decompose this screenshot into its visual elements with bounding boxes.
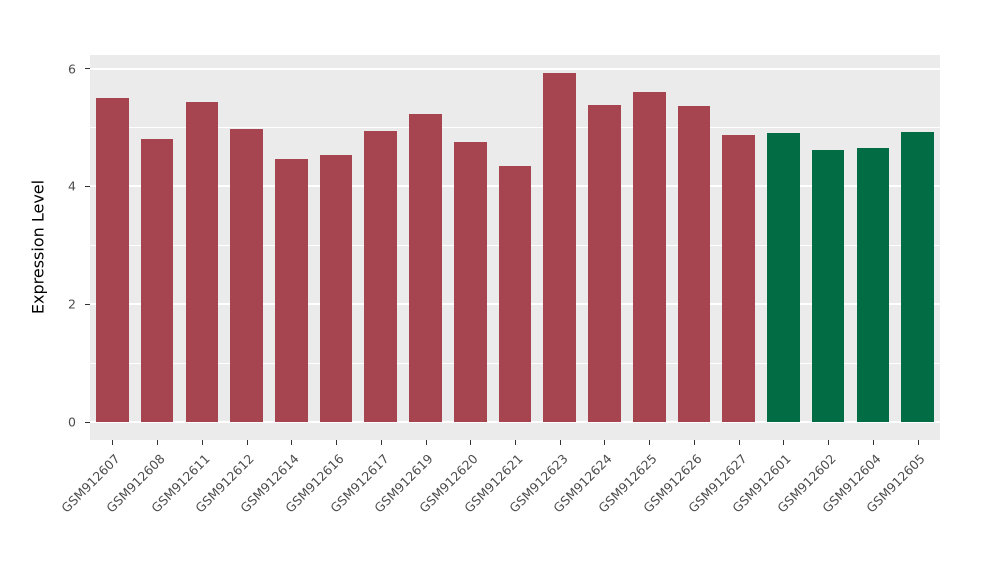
x-slot: GSM912607 — [59, 440, 135, 570]
bar-GSM912624 — [588, 105, 621, 423]
x-tick-mark — [112, 440, 114, 445]
x-tick-mark — [246, 440, 248, 445]
x-tick-mark — [514, 440, 516, 445]
x-slot: GSM912608 — [103, 440, 180, 570]
x-tick-mark — [157, 440, 159, 445]
x-slot: GSM912623 — [506, 440, 582, 570]
bar-slot — [850, 55, 895, 423]
x-slot: GSM912611 — [148, 440, 224, 570]
bar-GSM912612 — [230, 128, 263, 423]
x-slot: GSM912620 — [416, 440, 493, 570]
bar-slot — [806, 55, 851, 423]
bars-container — [90, 55, 940, 423]
bar-slot — [448, 55, 493, 423]
x-slot: GSM912625 — [595, 440, 672, 570]
bar-slot — [582, 55, 627, 423]
bar-GSM912614 — [274, 158, 308, 423]
bar-GSM912602 — [811, 149, 845, 423]
x-slot: GSM912612 — [193, 440, 269, 570]
y-tick-label: 4 — [68, 178, 76, 194]
x-slot: GSM912614 — [237, 440, 314, 570]
bar-GSM912607 — [96, 98, 129, 423]
x-slot: GSM912624 — [551, 440, 627, 570]
bar-slot — [135, 55, 180, 423]
x-slot: GSM912617 — [327, 440, 403, 570]
x-tick-mark — [693, 440, 695, 445]
plot-panel — [90, 55, 940, 440]
bar-slot — [493, 55, 538, 423]
bar-slot — [90, 55, 135, 423]
x-slot: GSM912627 — [685, 440, 761, 570]
y-tick-mark — [85, 68, 90, 70]
x-tick-mark — [828, 440, 830, 445]
x-tick-mark — [783, 440, 785, 445]
bar-GSM912601 — [767, 132, 800, 423]
bar-slot — [895, 55, 940, 423]
bar-GSM912620 — [453, 141, 487, 423]
bar-GSM912621 — [498, 166, 532, 423]
bar-slot — [224, 55, 269, 423]
bar-GSM912604 — [856, 147, 890, 423]
x-tick-mark — [425, 440, 427, 445]
bar-GSM912608 — [140, 139, 174, 423]
y-tick-label: 6 — [68, 61, 76, 77]
x-slot: GSM912601 — [730, 440, 806, 570]
y-tick-label: 0 — [68, 414, 76, 430]
bar-GSM912625 — [632, 92, 666, 423]
gridline-major — [90, 67, 940, 70]
bar-slot — [314, 55, 359, 423]
bar-slot — [672, 55, 717, 423]
x-slot: GSM912626 — [640, 440, 717, 570]
x-tick-mark — [201, 440, 203, 445]
bar-slot — [179, 55, 224, 423]
x-tick-mark — [559, 440, 561, 445]
bar-GSM912626 — [677, 106, 711, 423]
x-tick-mark — [872, 440, 874, 445]
y-tick-mark — [85, 421, 90, 423]
x-slot: GSM912604 — [819, 440, 895, 570]
y-tick-label: 2 — [68, 296, 76, 312]
x-slot: GSM912621 — [461, 440, 538, 570]
y-tick-mark — [85, 185, 90, 187]
bar-slot — [269, 55, 314, 423]
x-tick-mark — [649, 440, 651, 445]
bar-GSM912623 — [543, 72, 577, 423]
bar-slot — [627, 55, 672, 423]
x-tick-mark — [380, 440, 382, 445]
y-axis: 0 2 4 6 — [0, 55, 90, 440]
bar-slot — [358, 55, 403, 423]
x-tick-mark — [604, 440, 606, 445]
x-slot: GSM912616 — [282, 440, 359, 570]
x-slot: GSM912619 — [372, 440, 448, 570]
bar-slot — [716, 55, 761, 423]
gridline-major — [90, 421, 940, 424]
x-slot: GSM912605 — [864, 440, 940, 570]
x-slot: GSM912602 — [774, 440, 851, 570]
bar-GSM912616 — [319, 154, 353, 423]
x-tick-mark — [917, 440, 919, 445]
gridline-minor — [90, 127, 940, 129]
y-tick-mark — [85, 303, 90, 305]
x-tick-mark — [291, 440, 293, 445]
bar-GSM912617 — [364, 131, 398, 423]
bar-GSM912627 — [722, 134, 755, 423]
bar-GSM912619 — [409, 113, 442, 423]
bar-slot — [403, 55, 448, 423]
x-tick-mark — [336, 440, 338, 445]
x-tick-mark — [738, 440, 740, 445]
x-axis: GSM912607 GSM912608 GSM912611 GSM912612 GSM9… — [59, 440, 940, 570]
bar-slot — [537, 55, 582, 423]
bar-slot — [761, 55, 806, 423]
x-tick-mark — [470, 440, 472, 445]
bar-GSM912611 — [185, 102, 219, 423]
bar-GSM912605 — [901, 131, 934, 423]
